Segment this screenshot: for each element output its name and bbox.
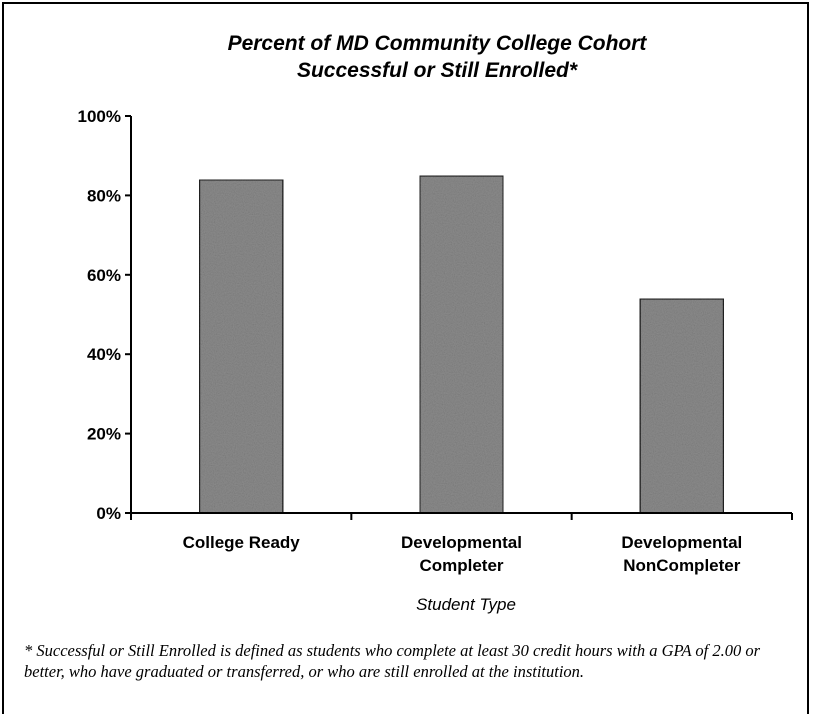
- y-tick-label: 80%: [87, 186, 121, 205]
- x-category-label: Completer: [419, 556, 503, 575]
- x-axis-title: Student Type: [416, 595, 516, 614]
- x-category-label: College Ready: [183, 533, 301, 552]
- y-tick-label: 100%: [78, 107, 121, 126]
- bar: [638, 297, 725, 514]
- y-tick-label: 20%: [87, 425, 121, 444]
- chart-title-line: Percent of MD Community College Cohort: [228, 32, 648, 55]
- footnote: * Successful or Still Enrolled is define…: [24, 641, 761, 681]
- y-tick-label: 60%: [87, 266, 121, 285]
- x-category-label: NonCompleter: [623, 556, 741, 575]
- bar: [418, 174, 505, 514]
- chart-title-line: Successful or Still Enrolled*: [297, 59, 578, 82]
- bar: [198, 178, 285, 514]
- bar-chart: Percent of MD Community College Cohort Su…: [78, 32, 793, 614]
- x-category-label: Developmental: [401, 533, 522, 552]
- y-tick-label: 0%: [96, 504, 121, 523]
- y-tick-label: 40%: [87, 345, 121, 364]
- x-category-label: Developmental: [621, 533, 742, 552]
